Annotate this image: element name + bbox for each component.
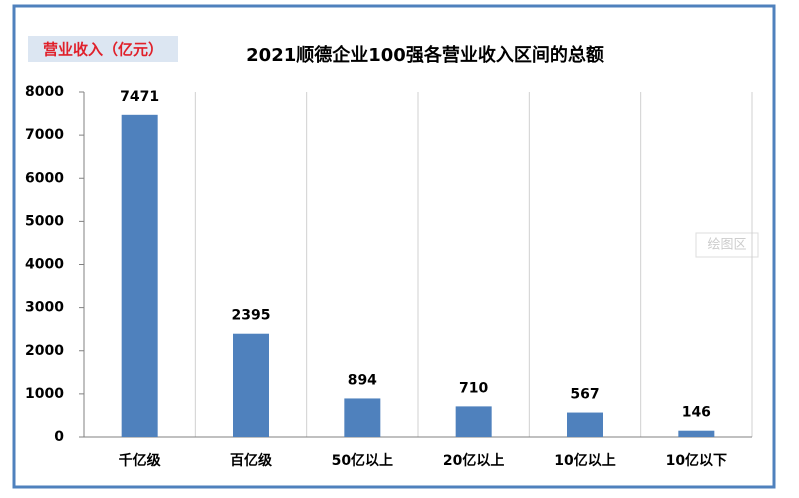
data-label: 567	[570, 387, 599, 403]
data-label: 2395	[232, 308, 271, 324]
y-tick-label: 1000	[25, 386, 64, 402]
y-tick-label: 7000	[25, 127, 64, 143]
bar	[233, 333, 269, 437]
tooltip: 绘图区	[707, 238, 746, 253]
data-label: 894	[348, 372, 377, 388]
x-tick-label: 10亿以上	[554, 452, 615, 469]
y-tick-label: 0	[54, 429, 64, 445]
bar	[678, 430, 715, 437]
data-label: 710	[459, 380, 488, 396]
chart-title: 2021顺德企业100强各营业收入区间的总额	[246, 44, 604, 66]
bar	[121, 114, 158, 438]
data-label: 146	[682, 405, 711, 421]
x-tick-label: 10亿以下	[666, 452, 727, 469]
x-tick-label: 50亿以上	[332, 452, 393, 469]
y-tick-label: 5000	[25, 213, 64, 229]
y-tick-label: 8000	[25, 84, 64, 100]
bar	[567, 412, 603, 437]
x-tick-label: 百亿级	[230, 452, 273, 469]
x-tick-label: 20亿以上	[443, 452, 504, 469]
tooltip-box	[695, 232, 759, 258]
bar	[344, 398, 381, 437]
bar	[455, 406, 492, 437]
y-label-box	[28, 36, 178, 62]
y-tick-label: 6000	[25, 170, 64, 186]
data-label: 7471	[120, 89, 159, 105]
y-tick-label: 2000	[25, 343, 64, 359]
x-tick-label: 千亿级	[119, 452, 162, 469]
y-tick-label: 3000	[25, 300, 64, 316]
y-tick-label: 4000	[25, 257, 64, 273]
y-axis-label: 营业收入（亿元）	[43, 41, 163, 59]
